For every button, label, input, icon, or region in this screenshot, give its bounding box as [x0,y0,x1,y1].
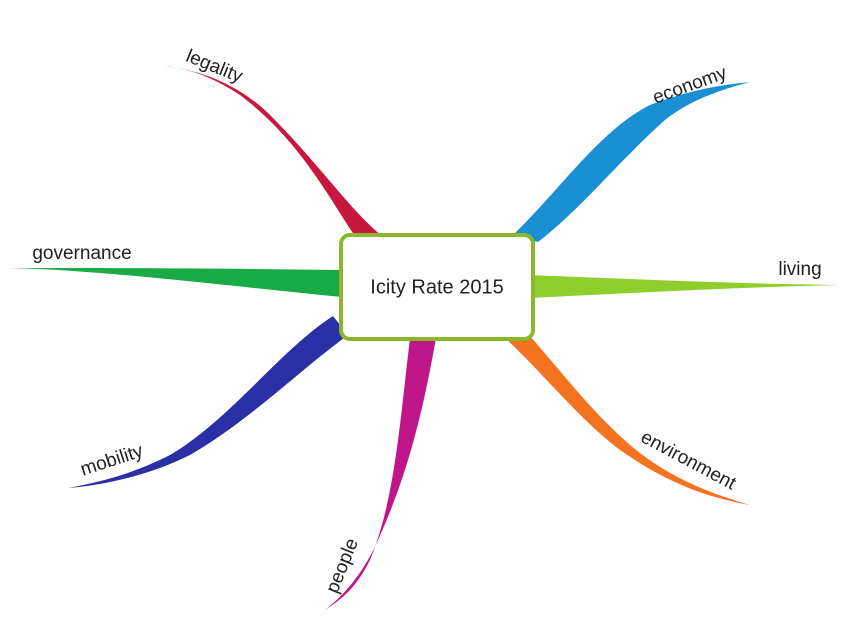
branch-governance [10,268,342,297]
branch-label: governance [32,243,131,264]
branch-label: legality [183,46,246,88]
branch-label: people [322,535,363,596]
branch-people [325,338,436,610]
branch-environment [505,336,750,505]
branch-mobility [68,316,348,488]
branch-economy [512,82,750,242]
branch-living [531,275,840,298]
branch-legality [165,66,382,236]
center-label: Icity Rate 2015 [370,276,503,298]
branch-label: living [778,259,821,280]
center-box [339,233,535,341]
